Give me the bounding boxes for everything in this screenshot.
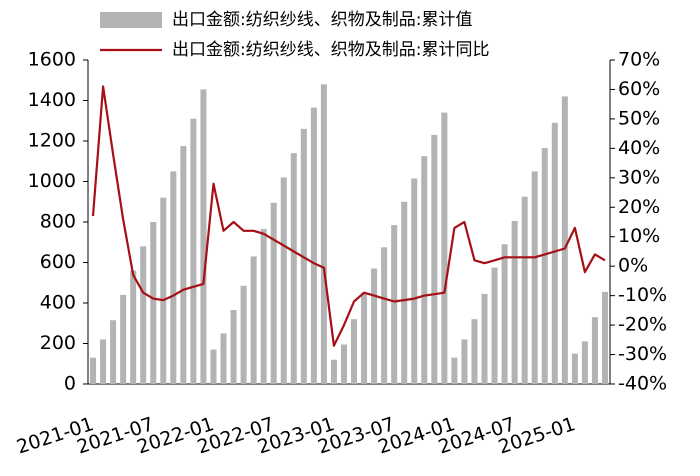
bar [310, 107, 317, 385]
bar [431, 134, 438, 384]
bar [90, 357, 97, 384]
bar [130, 270, 137, 384]
y-tick-label: 600 [40, 251, 76, 273]
y2-tick-label: -20% [618, 314, 667, 336]
bar [571, 353, 578, 384]
bar [220, 333, 227, 384]
bar [511, 220, 518, 384]
bar [120, 294, 127, 384]
bar [290, 153, 297, 384]
bar [401, 201, 408, 384]
y2-tick-label: 40% [618, 137, 660, 159]
bar [180, 146, 187, 384]
bar [200, 89, 207, 385]
bar [471, 319, 478, 384]
y-tick-label: 400 [40, 292, 76, 314]
bar [110, 320, 117, 384]
bar [591, 317, 598, 384]
y2-tick-label: 20% [618, 196, 660, 218]
y2-tick-label: 30% [618, 166, 660, 188]
y2-tick-label: 50% [618, 107, 660, 129]
y-tick-label: 800 [40, 211, 76, 233]
bar [280, 177, 287, 384]
line [91, 85, 606, 347]
bar [240, 285, 247, 384]
bar [250, 256, 257, 384]
bar [501, 244, 508, 384]
bar [381, 247, 388, 384]
bar [411, 178, 418, 384]
y2-tick-label: 70% [618, 49, 660, 71]
bar [160, 197, 167, 384]
bar [541, 148, 548, 384]
bar [320, 84, 327, 385]
legend-swatch [100, 12, 162, 28]
y-tick-label: 0 [64, 373, 76, 395]
bar [371, 268, 378, 384]
legend-label: 出口金额:纺织纱线、织物及制品:累计同比 [172, 40, 489, 60]
bar [140, 246, 147, 384]
bar [441, 112, 448, 385]
legend-label: 出口金额:纺织纱线、织物及制品:累计值 [172, 10, 472, 30]
bar [551, 122, 558, 385]
y2-tick-label: -40% [618, 373, 667, 395]
y2-tick-label: -10% [618, 284, 667, 306]
y2-tick-label: 60% [618, 78, 660, 100]
bar [491, 267, 498, 384]
bar [170, 171, 177, 384]
bar [351, 319, 358, 384]
bar [421, 156, 428, 384]
bar [581, 341, 588, 384]
y2-tick-label: -30% [618, 343, 667, 365]
bar [561, 96, 568, 384]
y2-tick-label: 10% [618, 225, 660, 247]
bar [391, 225, 398, 384]
bar [461, 339, 468, 384]
bar [330, 359, 337, 384]
bar [270, 202, 277, 384]
y-tick-label: 1200 [28, 130, 76, 152]
bar [361, 292, 368, 384]
bar [531, 171, 538, 384]
y-tick-label: 200 [40, 332, 76, 354]
bar [100, 339, 107, 384]
bar [150, 222, 157, 384]
bar [210, 349, 217, 384]
bar [601, 291, 608, 384]
y-tick-label: 1600 [28, 49, 76, 71]
bar [230, 310, 237, 384]
y-tick-label: 1000 [28, 170, 76, 192]
bar [481, 293, 488, 384]
bar [190, 118, 197, 384]
y-tick-label: 1400 [28, 89, 76, 111]
y2-tick-label: 0% [618, 255, 648, 277]
bar [260, 229, 267, 384]
bar [340, 344, 347, 384]
bar [451, 357, 458, 384]
bar [521, 196, 528, 384]
